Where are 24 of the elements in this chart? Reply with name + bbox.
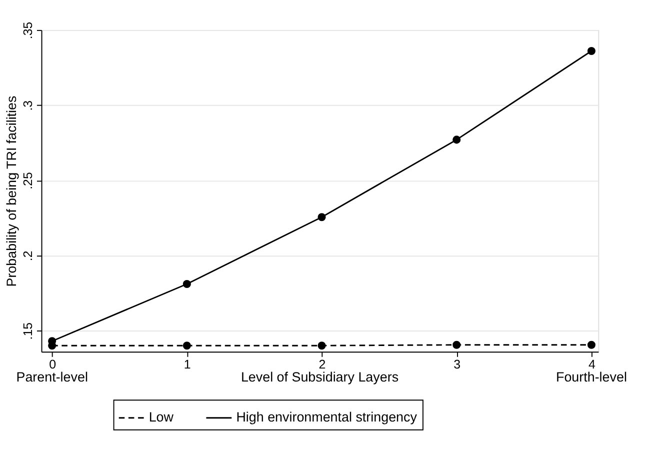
y-tick-label: .3	[21, 100, 36, 111]
point	[587, 47, 596, 56]
text: Fourth-level	[556, 369, 627, 384]
y-tick-label: .35	[21, 22, 36, 40]
y-axis-title: Probability of being TRI facilities	[4, 96, 19, 287]
y-tick-label: .15	[21, 322, 36, 340]
point	[452, 340, 461, 349]
x-tick-label: 0	[49, 357, 56, 372]
x-tick-label: 3	[454, 357, 461, 372]
legend-label: High environmental stringency	[236, 410, 418, 425]
x-tick-label: 4	[588, 357, 596, 372]
x-tick-label: 1	[184, 357, 191, 372]
point	[182, 342, 191, 350]
x-axis-title: Level of Subsidiary Layers	[240, 369, 399, 384]
point	[318, 213, 326, 222]
legend-label: Low	[148, 410, 174, 425]
point	[318, 342, 326, 350]
y-tick-label: .2	[21, 250, 36, 262]
y-tick-label: .25	[21, 172, 36, 190]
point	[587, 340, 596, 349]
text: Parent-level	[16, 369, 88, 384]
x-tick-label: 2	[318, 357, 326, 372]
point	[182, 280, 191, 288]
point	[452, 136, 461, 144]
